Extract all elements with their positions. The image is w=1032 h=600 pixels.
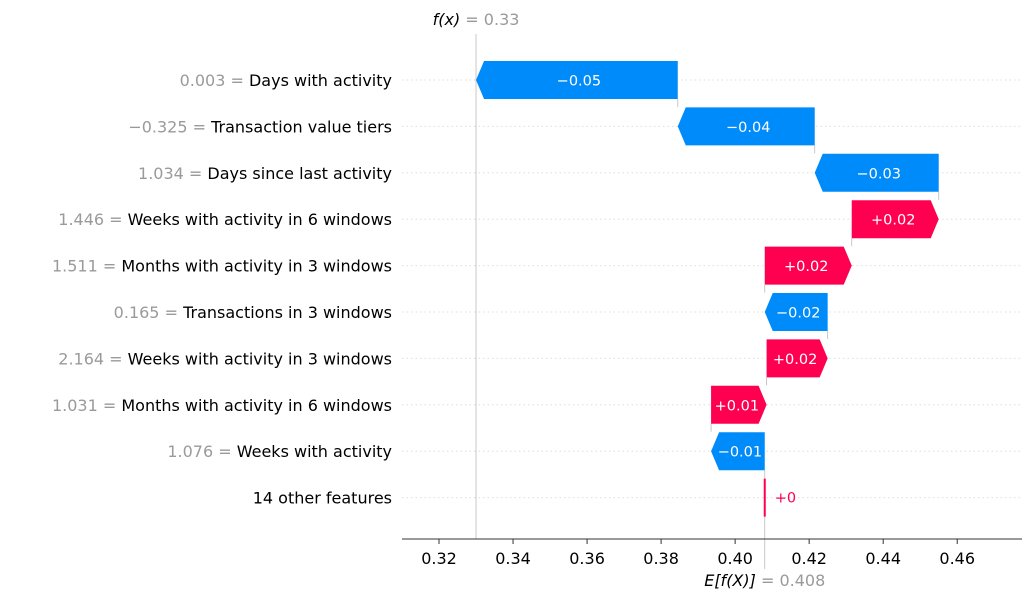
feature-value: 0.165 — [114, 303, 160, 322]
bar-value-label: +0 — [775, 491, 796, 507]
bar-positive — [764, 246, 852, 285]
feature-label: 1.511 = Months with activity in 3 window… — [52, 257, 392, 276]
bar-positive — [711, 385, 767, 424]
feature-name: Transactions in 3 windows — [182, 303, 392, 322]
feature-value: 1.031 — [52, 396, 98, 415]
feature-value: 2.164 — [58, 349, 104, 368]
feature-label: 1.076 = Weeks with activity — [167, 442, 392, 461]
bar-value-label: +0.01 — [715, 398, 759, 414]
bar-negative — [677, 107, 815, 146]
x-tick-label: 0.42 — [791, 549, 827, 568]
expected-label: E[f(X)] — [704, 571, 756, 590]
fx-value: = 0.33 — [460, 10, 519, 29]
bar-value-label: −0.04 — [726, 120, 770, 136]
feature-label: 14 other features — [253, 489, 392, 508]
bar-value-label: −0.01 — [718, 445, 762, 461]
feature-name: Days with activity — [249, 71, 392, 90]
feature-label: 1.034 = Days since last activity — [138, 164, 392, 183]
feature-value: 1.076 — [167, 442, 213, 461]
feature-name: Months with activity in 3 windows — [121, 257, 392, 276]
feature-value: 0.003 — [180, 71, 226, 90]
bar-negative — [814, 153, 939, 192]
feature-name: Days since last activity — [207, 164, 392, 183]
bar-value-label: +0.02 — [871, 213, 915, 229]
base-value-annotation: E[f(X)] = 0.408 — [704, 571, 825, 590]
fx-label: f(x) — [433, 10, 461, 29]
feature-name: Months with activity in 6 windows — [121, 396, 392, 415]
feature-label: 1.446 = Weeks with activity in 6 windows — [58, 210, 392, 229]
x-tick-label: 0.34 — [495, 549, 531, 568]
x-tick-label: 0.36 — [569, 549, 605, 568]
feature-label: 2.164 = Weeks with activity in 3 windows — [58, 349, 392, 368]
feature-name: 14 other features — [253, 489, 392, 508]
bar-positive — [851, 200, 939, 239]
feature-name: Weeks with activity in 3 windows — [128, 349, 392, 368]
feature-name: Weeks with activity in 6 windows — [128, 210, 392, 229]
bar-negative — [476, 61, 678, 99]
bar-positive — [766, 339, 828, 378]
feature-label: −0.325 = Transaction value tiers — [128, 117, 392, 136]
bar-negative — [764, 293, 828, 331]
bar-value-label: +0.02 — [784, 259, 828, 275]
x-tick-label: 0.32 — [421, 549, 457, 568]
feature-label: 0.003 = Days with activity — [180, 71, 392, 90]
bar-value-label: −0.05 — [557, 74, 601, 90]
fx-annotation: f(x) = 0.33 — [433, 10, 520, 29]
bar-value-label: −0.03 — [856, 166, 900, 182]
bar-value-label: −0.02 — [776, 306, 820, 322]
feature-label: 0.165 = Transactions in 3 windows — [114, 303, 392, 322]
x-tick-label: 0.40 — [717, 549, 753, 568]
expected-value: = 0.408 — [756, 571, 825, 590]
feature-value: 1.034 — [138, 164, 184, 183]
feature-value: 1.446 — [58, 210, 104, 229]
feature-name: Transaction value tiers — [210, 117, 392, 136]
feature-value: 1.511 — [52, 257, 98, 276]
x-tick-label: 0.46 — [939, 549, 975, 568]
x-tick-label: 0.44 — [865, 549, 901, 568]
bar-value-label: +0.02 — [773, 352, 817, 368]
feature-name: Weeks with activity — [237, 442, 392, 461]
feature-label: 1.031 = Months with activity in 6 window… — [52, 396, 392, 415]
x-tick-label: 0.38 — [643, 549, 679, 568]
bar-negative — [711, 432, 765, 471]
feature-value: −0.325 — [128, 117, 187, 136]
